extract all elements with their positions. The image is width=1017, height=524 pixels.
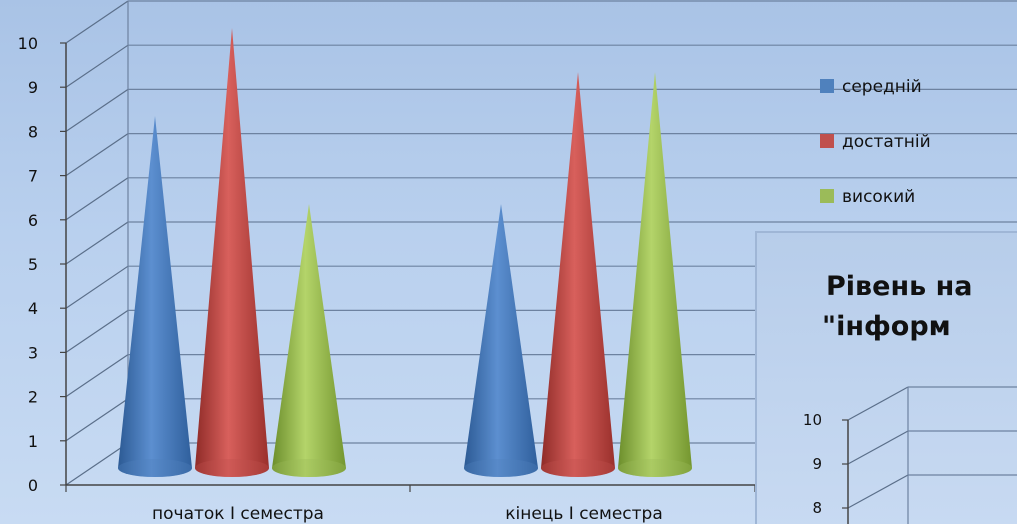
cone-base: [541, 459, 615, 477]
gridline-side: [65, 133, 129, 177]
cone-base: [272, 459, 346, 477]
secondary-y-tick-labels: 8 9 10: [803, 411, 822, 517]
y-tick-label: 6: [28, 211, 38, 230]
y-tick-labels: 0 1 2 3 4 5 6 7 8 9 10: [18, 34, 38, 495]
y-tick-label: 1: [28, 432, 38, 451]
gridline-side: [65, 265, 129, 309]
gridline-side: [65, 177, 129, 221]
legend-swatch: [820, 134, 834, 148]
y-tick-label: 2: [28, 388, 38, 407]
legend-label: високий: [842, 187, 915, 207]
cone-3-2: [618, 72, 692, 477]
legend: середній достатній високий: [820, 77, 931, 207]
secondary-gridline-side: [847, 474, 909, 509]
cone-body: [464, 204, 538, 477]
legend-label: середній: [842, 77, 922, 97]
cone-2-2: [541, 72, 615, 477]
y-tick-label: 5: [28, 255, 38, 274]
secondary-chart-title-line-2: "інформ: [822, 311, 951, 342]
gridline-side: [65, 309, 129, 353]
main-chart: 0 1 2 3 4 5 6 7 8 9 10 початок І семестра кінець І …: [18, 0, 1017, 524]
y-tick-label: 8: [28, 122, 38, 141]
y-tick-label: 0: [28, 476, 38, 495]
secondary-chart-title-line-1: Рівень на: [826, 271, 972, 302]
secondary-gridlines: [842, 386, 1017, 524]
secondary-y-tick-label: 10: [803, 411, 822, 429]
gridline-side: [65, 354, 129, 398]
gridline-side: [65, 44, 129, 88]
secondary-gridline-side: [847, 386, 909, 421]
secondary-gridline-side: [847, 430, 909, 465]
y-tick-label: 9: [28, 78, 38, 97]
gridline-side: [65, 0, 129, 44]
cone-base: [618, 459, 692, 477]
cone-base: [118, 459, 192, 477]
gridline-side: [65, 221, 129, 265]
y-tick-label: 7: [28, 167, 38, 186]
cone-body: [541, 72, 615, 477]
gridline-side: [65, 88, 129, 132]
secondary-y-tick-label: 9: [812, 455, 822, 473]
cone-series: [118, 28, 692, 477]
y-tick-label: 3: [28, 343, 38, 362]
cone-body: [618, 72, 692, 477]
cone-1-2: [464, 204, 538, 477]
cone-body: [118, 116, 192, 477]
category-label: початок І семестра: [152, 504, 324, 524]
secondary-y-tick-label: 8: [812, 499, 822, 517]
y-tick-label: 4: [28, 299, 38, 318]
cone-2-1: [195, 28, 269, 477]
legend-label: достатній: [842, 132, 931, 152]
cone-body: [195, 28, 269, 477]
cone-body: [272, 204, 346, 477]
legend-swatch: [820, 79, 834, 93]
cone-1-1: [118, 116, 192, 477]
category-label: кінець І семестра: [505, 504, 663, 524]
category-labels: початок І семестра кінець І семестра: [152, 504, 663, 524]
gridline-side: [65, 442, 129, 486]
cone-base: [464, 459, 538, 477]
legend-swatch: [820, 189, 834, 203]
y-tick-label: 10: [18, 34, 38, 53]
cone-3-1: [272, 204, 346, 477]
gridline-side: [65, 398, 129, 442]
secondary-chart-panel: Рівень на "інформ 8 9 10: [755, 231, 1017, 524]
cone-base: [195, 459, 269, 477]
